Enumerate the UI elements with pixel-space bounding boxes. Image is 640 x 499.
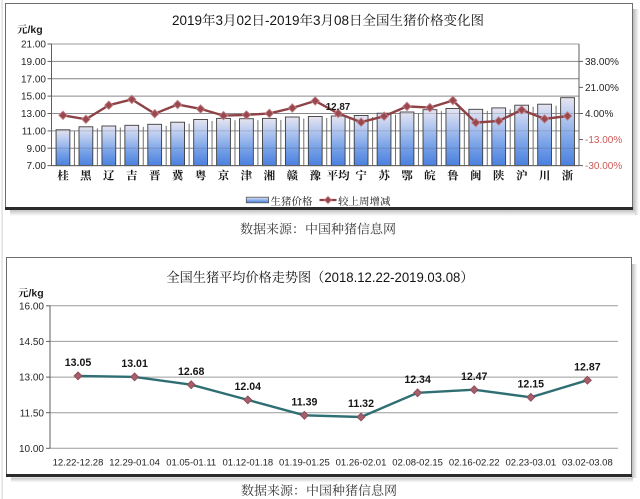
svg-text:元/kg: 元/kg bbox=[18, 288, 44, 300]
svg-text:12.29-01.04: 12.29-01.04 bbox=[109, 458, 160, 469]
svg-text:粤: 粤 bbox=[195, 170, 207, 183]
svg-text:元/kg: 元/kg bbox=[17, 24, 43, 36]
svg-text:03.02-03.08: 03.02-03.08 bbox=[562, 458, 613, 469]
svg-text:数据来源：中国种猪信息网: 数据来源：中国种猪信息网 bbox=[240, 222, 396, 237]
svg-text:陕: 陕 bbox=[493, 170, 505, 183]
svg-text:13.00: 13.00 bbox=[21, 109, 46, 120]
svg-text:2019年3月02日-2019年3月08日全国生猪价格变化图: 2019年3月02日-2019年3月08日全国生猪价格变化图 bbox=[172, 13, 484, 28]
svg-text:苏: 苏 bbox=[378, 170, 390, 183]
svg-text:10.00: 10.00 bbox=[19, 444, 44, 455]
svg-text:11.39: 11.39 bbox=[291, 397, 317, 409]
svg-text:7.00: 7.00 bbox=[27, 161, 47, 172]
svg-text:浙: 浙 bbox=[562, 170, 574, 183]
svg-text:02.08-02.15: 02.08-02.15 bbox=[392, 458, 443, 469]
svg-text:-30.00%: -30.00% bbox=[585, 161, 622, 172]
svg-text:闽: 闽 bbox=[470, 170, 482, 183]
svg-text:湘: 湘 bbox=[264, 170, 276, 183]
svg-text:桂: 桂 bbox=[57, 170, 69, 183]
svg-text:11.00: 11.00 bbox=[22, 127, 47, 138]
svg-text:11.50: 11.50 bbox=[20, 408, 45, 419]
svg-text:12.87: 12.87 bbox=[574, 361, 601, 373]
svg-text:21.00: 21.00 bbox=[21, 40, 46, 51]
svg-text:鲁: 鲁 bbox=[447, 170, 459, 183]
svg-text:02.23-03.01: 02.23-03.01 bbox=[505, 458, 556, 469]
svg-text:豫: 豫 bbox=[309, 170, 321, 183]
svg-text:12.68: 12.68 bbox=[178, 366, 205, 378]
svg-text:12.22-12.28: 12.22-12.28 bbox=[53, 458, 104, 469]
svg-text:12.47: 12.47 bbox=[461, 371, 488, 383]
svg-text:辽: 辽 bbox=[103, 170, 115, 183]
svg-text:皖: 皖 bbox=[424, 170, 436, 183]
svg-text:晋: 晋 bbox=[149, 170, 161, 183]
svg-text:13.05: 13.05 bbox=[65, 357, 92, 369]
svg-text:鄂: 鄂 bbox=[401, 170, 413, 183]
svg-text:赣: 赣 bbox=[287, 170, 299, 183]
svg-text:14.50: 14.50 bbox=[19, 337, 44, 348]
svg-text:16.00: 16.00 bbox=[19, 301, 44, 312]
svg-text:吉: 吉 bbox=[126, 170, 138, 183]
svg-text:4.00%: 4.00% bbox=[585, 109, 613, 120]
svg-text:9.00: 9.00 bbox=[27, 144, 47, 155]
svg-text:01.12-01.18: 01.12-01.18 bbox=[222, 458, 273, 469]
svg-text:平均: 平均 bbox=[327, 170, 350, 183]
svg-text:沪: 沪 bbox=[516, 170, 528, 183]
svg-text:01.26-02.01: 01.26-02.01 bbox=[336, 458, 387, 469]
svg-text:黑: 黑 bbox=[80, 170, 92, 183]
svg-text:01.19-01.25: 01.19-01.25 bbox=[279, 458, 330, 469]
svg-text:12.34: 12.34 bbox=[404, 374, 431, 386]
svg-text:冀: 冀 bbox=[172, 170, 184, 183]
svg-text:11.32: 11.32 bbox=[348, 398, 374, 410]
svg-text:02.16-02.22: 02.16-02.22 bbox=[449, 458, 500, 469]
svg-text:15.00: 15.00 bbox=[21, 92, 46, 103]
svg-text:17.00: 17.00 bbox=[21, 74, 46, 85]
svg-text:较上周增减: 较上周增减 bbox=[338, 196, 391, 208]
svg-text:津: 津 bbox=[241, 170, 253, 183]
svg-text:19.00: 19.00 bbox=[21, 57, 46, 68]
svg-text:38.00%: 38.00% bbox=[585, 57, 619, 68]
svg-text:京: 京 bbox=[218, 170, 230, 183]
svg-text:12.04: 12.04 bbox=[235, 381, 262, 393]
svg-text:宁: 宁 bbox=[355, 170, 367, 183]
svg-text:01.05-01.11: 01.05-01.11 bbox=[166, 458, 216, 469]
svg-text:全国生猪平均价格走势图（2018.12.22-2019.03: 全国生猪平均价格走势图（2018.12.22-2019.03.08） bbox=[167, 270, 474, 285]
svg-text:-13.00%: -13.00% bbox=[585, 135, 622, 146]
svg-text:12.87: 12.87 bbox=[326, 102, 351, 113]
svg-text:13.01: 13.01 bbox=[121, 358, 148, 370]
svg-text:生猪价格: 生猪价格 bbox=[271, 196, 313, 208]
svg-text:12.15: 12.15 bbox=[518, 379, 545, 391]
svg-text:21.00%: 21.00% bbox=[585, 83, 619, 94]
svg-text:13.00: 13.00 bbox=[19, 373, 44, 384]
svg-text:数据来源：中国种猪信息网: 数据来源：中国种猪信息网 bbox=[241, 483, 397, 498]
svg-text:川: 川 bbox=[539, 170, 551, 183]
